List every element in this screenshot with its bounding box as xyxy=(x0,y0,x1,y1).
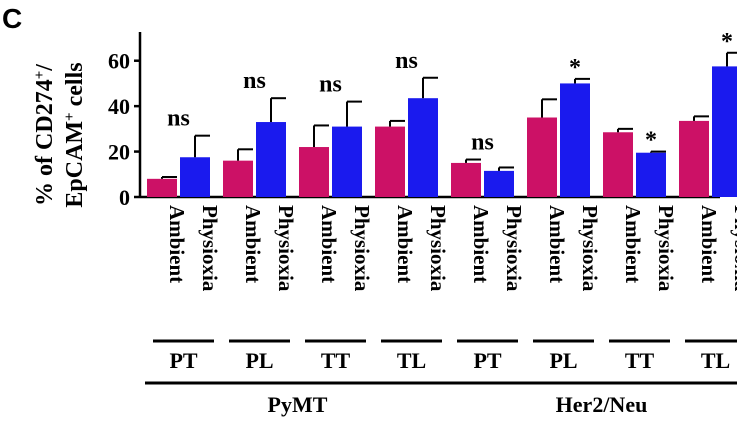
significance-label: * xyxy=(645,128,657,154)
tissue-label: TT xyxy=(625,348,655,373)
condition-label: Physioxia xyxy=(654,205,678,292)
bar-ambient xyxy=(603,132,633,197)
significance-labels: ns ns ns ns ns * * * xyxy=(167,29,733,156)
model-label: PyMT xyxy=(268,392,328,417)
bar-physioxia xyxy=(636,152,666,197)
condition-label: Physioxia xyxy=(198,205,222,292)
y-tick-label: 60 xyxy=(108,49,130,74)
bar-physioxia xyxy=(408,98,438,197)
condition-label: Ambient xyxy=(621,205,645,283)
bar-ambient xyxy=(527,117,557,197)
tissue-label: TT xyxy=(321,348,351,373)
bar-ambient xyxy=(679,120,709,197)
bar-ambient xyxy=(223,160,253,197)
y-tick-label: 40 xyxy=(108,94,130,119)
bars xyxy=(147,66,737,198)
y-tick-label: 20 xyxy=(108,140,130,165)
significance-label: ns xyxy=(319,72,342,98)
significance-label: ns xyxy=(395,48,418,74)
condition-label: Ambient xyxy=(317,205,341,283)
bar-physioxia xyxy=(712,66,737,198)
condition-label: Ambient xyxy=(165,205,189,283)
error-bars xyxy=(161,51,737,179)
y-axis-label: % of CD274+/EpCAM+ cells xyxy=(32,62,88,207)
bar-ambient xyxy=(299,147,329,197)
tissue-label: PT xyxy=(169,348,197,373)
y-axis-title-line2: EpCAM+ cells xyxy=(62,62,88,207)
condition-label: Ambient xyxy=(697,205,721,283)
condition-label: Ambient xyxy=(545,205,569,283)
bar-ambient xyxy=(147,178,177,197)
condition-label: Ambient xyxy=(241,205,265,283)
bar-physioxia xyxy=(180,157,210,197)
tissue-label: PL xyxy=(549,348,577,373)
bar-physioxia xyxy=(256,122,286,197)
significance-label: * xyxy=(569,55,581,81)
bar-physioxia xyxy=(560,83,590,197)
group-brackets: PT PL TT TL PT PL TT TL PyMT Her2/Neu xyxy=(145,339,737,417)
bar-ambient xyxy=(451,162,481,197)
tissue-label: TL xyxy=(397,348,426,373)
significance-label: ns xyxy=(167,106,190,132)
tissue-label: PL xyxy=(245,348,273,373)
tissue-label: PT xyxy=(473,348,501,373)
y-tick-label: 0 xyxy=(119,185,130,210)
condition-label: Physioxia xyxy=(502,205,526,292)
condition-label: Ambient xyxy=(469,205,493,283)
condition-label: Ambient xyxy=(393,205,417,283)
bar-physioxia xyxy=(484,170,514,197)
condition-label: Physioxia xyxy=(730,205,737,292)
condition-label: Physioxia xyxy=(426,205,450,292)
x-axis-labels: Ambient Physioxia Ambient Physioxia Ambient P… xyxy=(165,205,737,292)
significance-label: * xyxy=(721,29,733,55)
significance-label: ns xyxy=(471,130,494,156)
condition-label: Physioxia xyxy=(350,205,374,292)
tissue-label: TL xyxy=(701,348,730,373)
condition-label: Physioxia xyxy=(578,205,602,292)
condition-label: Physioxia xyxy=(274,205,298,292)
bar-physioxia xyxy=(332,126,362,197)
model-label: Her2/Neu xyxy=(556,392,648,417)
bar-ambient xyxy=(375,126,405,197)
significance-label: ns xyxy=(243,68,266,94)
y-axis-title-line1: % of CD274+/ xyxy=(32,64,58,206)
panel-label: C xyxy=(2,3,22,34)
